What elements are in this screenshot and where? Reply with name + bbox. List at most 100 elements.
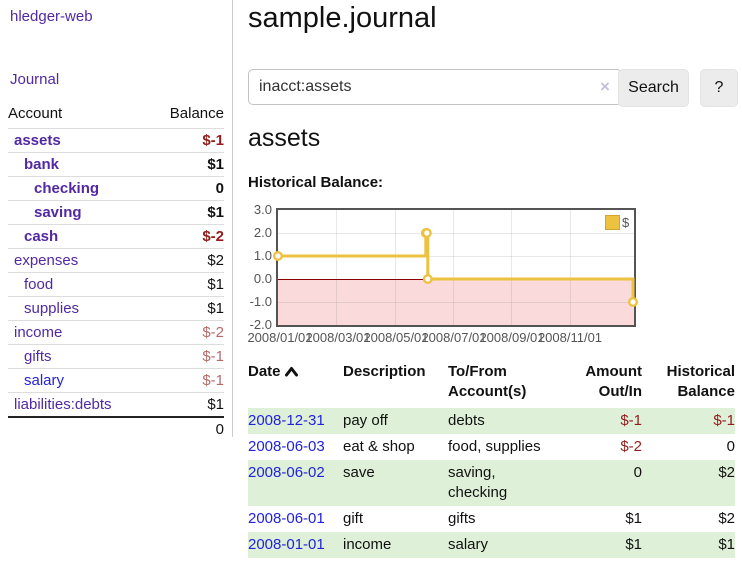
- account-balance: $-1: [149, 368, 224, 393]
- transaction-description: pay off: [343, 412, 388, 429]
- negative-region: [278, 279, 634, 325]
- sidebar-account-link[interactable]: expenses: [14, 252, 79, 269]
- sidebar-account-link[interactable]: bank: [24, 156, 60, 173]
- accounts-table-header: Account Balance: [8, 102, 224, 129]
- sidebar-account-link[interactable]: gifts: [24, 348, 52, 365]
- page-title: sample.journal: [248, 2, 437, 34]
- y-tick-label: -1.0: [249, 294, 272, 309]
- register-table: Date Description To/From Account(s) Amou…: [248, 360, 735, 558]
- date-header-label: Date: [248, 363, 281, 380]
- chart-title: Historical Balance:: [248, 174, 384, 191]
- account-balance: $1: [149, 200, 224, 225]
- x-tick-label: 2008/05/01: [363, 330, 429, 345]
- transaction-balance: $-1: [713, 412, 735, 429]
- transaction-date-link[interactable]: 2008-06-02: [248, 464, 325, 481]
- clear-search-icon[interactable]: ×: [600, 77, 610, 96]
- account-row: salary $-1: [8, 368, 224, 393]
- y-tick-label: 2.0: [253, 225, 272, 240]
- account-balance: $2: [149, 248, 224, 273]
- accounts-column-header: To/From Account(s): [448, 363, 527, 400]
- sidebar-account-link[interactable]: cash: [24, 228, 59, 245]
- transaction-description: save: [343, 464, 375, 481]
- transaction-description: income: [343, 536, 392, 553]
- table-row: 2008-06-01 gift gifts $1 $2: [248, 506, 735, 532]
- table-row: 2008-06-03 eat & shop food, supplies $-2 0: [248, 434, 735, 460]
- table-row: 2008-06-02 save saving, checking 0 $2: [248, 460, 735, 506]
- account-balance: $-2: [149, 320, 224, 345]
- transaction-accounts: food, supplies: [448, 438, 541, 455]
- account-balance: $-1: [149, 344, 224, 369]
- accounts-table: Account Balance assets $-1 bank $1 checking 0…: [8, 102, 224, 441]
- sidebar-account-link[interactable]: supplies: [24, 300, 80, 317]
- chart-plot-area: $: [273, 208, 639, 327]
- account-row: supplies $1: [8, 296, 224, 321]
- sidebar-account-link[interactable]: checking: [34, 180, 100, 197]
- sidebar-account-link[interactable]: liabilities:debts: [14, 396, 112, 413]
- table-row: 2008-01-01 income salary $1 $1: [248, 532, 735, 558]
- amount-column-header: Amount Out/In: [585, 363, 642, 400]
- date-column-header[interactable]: Date: [248, 360, 343, 408]
- sidebar-account-link[interactable]: income: [14, 324, 63, 341]
- account-balance: $1: [149, 392, 224, 417]
- account-row: expenses $2: [8, 248, 224, 273]
- account-column-header: Account: [8, 105, 63, 122]
- transaction-date-link[interactable]: 2008-06-03: [248, 438, 325, 455]
- sidebar-account-link[interactable]: saving: [34, 204, 82, 221]
- transaction-date-link[interactable]: 2008-12-31: [248, 412, 325, 429]
- legend-label: $: [622, 215, 630, 230]
- transaction-accounts: salary: [448, 536, 489, 553]
- account-balance: $1: [149, 296, 224, 321]
- total-spacer: [8, 416, 150, 441]
- sidebar-account-link[interactable]: food: [24, 276, 54, 293]
- balance-column-header-main: Historical Balance: [666, 363, 735, 400]
- x-tick-label: 2008/01/01: [247, 330, 313, 345]
- x-tick-label: 2008/09/01: [479, 330, 545, 345]
- chart-legend: $: [605, 215, 629, 230]
- x-tick-label: 2008/11/01: [537, 330, 603, 345]
- balance-column-header: Balance: [169, 105, 224, 122]
- legend-swatch: [605, 215, 620, 230]
- register-body: 2008-12-31 pay off debts $-1 $-1 2008-06-03 ea…: [248, 408, 735, 558]
- transaction-amount: $1: [625, 510, 642, 527]
- transaction-accounts: gifts: [448, 510, 476, 527]
- sidebar: hledger-web Journal Account Balance asse…: [0, 0, 233, 441]
- transaction-balance: $2: [718, 510, 735, 527]
- account-row: assets $-1: [8, 128, 224, 153]
- transaction-balance: $2: [718, 464, 735, 481]
- sidebar-accounts-body: assets $-1 bank $1 checking 0 saving $1 cash $-2 e…: [8, 128, 224, 417]
- transaction-description: eat & shop: [343, 438, 415, 455]
- transaction-amount: 0: [633, 464, 642, 481]
- accounts-total-row: 0: [8, 416, 224, 441]
- y-tick-label: 1.0: [253, 248, 272, 263]
- account-row: food $1: [8, 272, 224, 297]
- historical-balance-chart: 3.0 2.0 1.0 0.0 -1.0 -2.0 $ 2008/01/01 2008/03…: [247, 200, 742, 346]
- transaction-amount: $1: [625, 536, 642, 553]
- account-row: bank $1: [8, 152, 224, 177]
- balance-line-series: [273, 228, 639, 307]
- x-tick-label: 2008/07/01: [421, 330, 487, 345]
- sidebar-account-link[interactable]: salary: [24, 372, 65, 389]
- account-balance: 0: [149, 176, 224, 201]
- sidebar-item-journal[interactable]: Journal: [10, 71, 60, 88]
- transaction-date-link[interactable]: 2008-01-01: [248, 536, 325, 553]
- transaction-balance: 0: [726, 438, 735, 455]
- account-row: income $-2: [8, 320, 224, 345]
- transaction-description: gift: [343, 510, 364, 527]
- account-row: cash $-2: [8, 224, 224, 249]
- sidebar-account-link[interactable]: assets: [14, 132, 61, 149]
- transaction-accounts: debts: [448, 412, 485, 429]
- app-title-link[interactable]: hledger-web: [10, 8, 93, 25]
- y-tick-label: -2.0: [249, 317, 272, 332]
- search-input[interactable]: [248, 69, 622, 105]
- account-heading: assets: [248, 124, 321, 152]
- help-button[interactable]: ?: [700, 69, 738, 107]
- account-row: liabilities:debts $1: [8, 392, 224, 417]
- transaction-date-link[interactable]: 2008-06-01: [248, 510, 325, 527]
- search-button[interactable]: Search: [618, 69, 689, 107]
- account-balance: $1: [149, 152, 224, 177]
- sort-ascending-icon: [284, 363, 298, 383]
- account-balance: $-1: [149, 128, 224, 153]
- transaction-balance: $1: [718, 536, 735, 553]
- description-column-header: Description: [343, 363, 426, 380]
- table-row: 2008-12-31 pay off debts $-1 $-1: [248, 408, 735, 434]
